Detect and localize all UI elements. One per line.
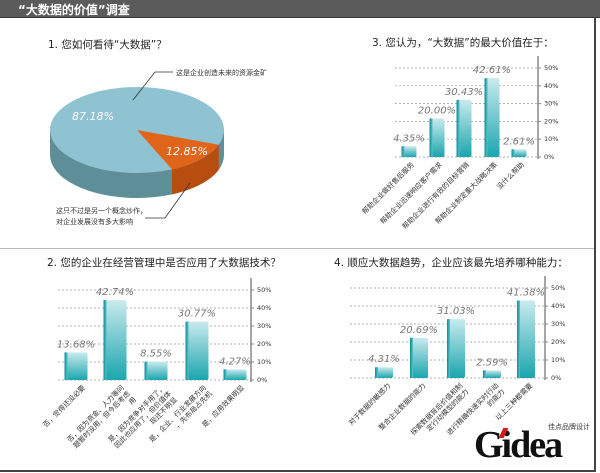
y-tick-label: 40% [544, 82, 558, 90]
y-tick-label: 10% [551, 356, 565, 364]
bar-value-label: 30.77% [178, 309, 216, 320]
pie-slice-label: 对企业发展没有多大影响 [56, 217, 133, 226]
bar-value-label: 42.61% [473, 65, 511, 76]
y-tick-label: 50% [257, 286, 271, 294]
x-category-label: 没什么帮助 [495, 160, 526, 191]
bar [103, 300, 127, 380]
bar [447, 319, 465, 378]
chart-title: 2. 您的企业在经营管理中是否应用了大数据技术？ [47, 256, 281, 269]
bar [410, 337, 428, 378]
y-tick-label: 20% [257, 340, 271, 348]
bar-value-label: 4.31% [368, 354, 400, 365]
logo-wordmark: Gidea [474, 424, 563, 466]
bar-value-label: 20.69% [400, 325, 438, 336]
bar-edge [401, 146, 405, 157]
y-tick-label: 0% [551, 374, 561, 382]
bar [223, 369, 247, 380]
pie-value-label: 12.85% [166, 145, 208, 158]
chart-title: 1. 您如何看待“大数据”？ [48, 38, 167, 51]
pie-slice-minor [137, 130, 219, 170]
bar-edge [144, 361, 148, 380]
bar [429, 118, 445, 157]
bar-value-label: 31.03% [437, 306, 475, 317]
bar [401, 146, 417, 157]
bar-value-label: 4.35% [393, 133, 425, 144]
y-tick-label: 30% [551, 320, 565, 328]
y-tick-label: 40% [551, 302, 565, 310]
bar-edge [447, 319, 450, 378]
y-tick-label: 50% [544, 64, 558, 72]
bar-value-label: 20.00% [418, 105, 456, 116]
bar-edge [410, 337, 413, 378]
x-category-label-line: 否，觉得还没必要 [41, 383, 87, 429]
pie-value-label: 87.18% [72, 110, 114, 123]
y-tick-label: 10% [257, 358, 271, 366]
pie-slice-label: 这是企业创造未来的资源金矿 [176, 68, 267, 77]
bar [64, 352, 88, 380]
bar-edge [223, 369, 227, 380]
bar [144, 361, 168, 380]
bar-edge [103, 300, 107, 380]
x-category-label: 帮助企业做好售后服务 [360, 160, 416, 216]
bar-value-label: 41.38% [507, 288, 545, 299]
chart-title: 3. 您认为，“大数据”的最大价值在于： [372, 36, 554, 49]
bar-edge [185, 321, 189, 380]
bar-value-label: 13.68% [57, 339, 95, 350]
bar-edge [517, 300, 520, 378]
bar-edge [483, 370, 486, 378]
bottom-border [0, 470, 596, 472]
bar-edge [429, 118, 433, 157]
bar [456, 99, 472, 157]
header-bar: “大数据的价值”调查 [0, 0, 600, 18]
bar-value-label: 42.74% [96, 287, 134, 298]
y-tick-label: 50% [551, 284, 565, 292]
x-category-label: 否，觉得还没必要 [41, 383, 87, 429]
x-category-label-line: 帮助企业做好售后服务 [360, 160, 416, 216]
pie-slice-label: 这只不过是另一个概念炒作， [56, 206, 147, 215]
right-border [594, 17, 596, 470]
x-category-label-line: 用 [127, 396, 138, 407]
y-tick-label: 30% [544, 100, 558, 108]
chart-title: 4. 顺应大数据趋势，企业应该最先培养哪种能力： [334, 256, 568, 269]
y-tick-label: 30% [257, 322, 271, 330]
bar [484, 78, 500, 157]
bar-edge [64, 352, 68, 380]
y-tick-label: 10% [544, 135, 558, 143]
leader-line [132, 71, 173, 101]
bar [375, 367, 393, 378]
bar-value-label: 4.27% [219, 356, 251, 367]
bar-value-label: 8.55% [140, 349, 172, 360]
pie-side-minor [172, 144, 219, 195]
bar-edge [375, 367, 378, 378]
bar [483, 370, 501, 378]
bar [517, 300, 535, 378]
y-tick-label: 0% [257, 376, 267, 384]
bar-edge [456, 99, 460, 157]
bar-value-label: 30.43% [445, 87, 483, 98]
bar-value-label: 2.59% [476, 357, 508, 368]
section-divider [0, 248, 594, 249]
bar [511, 149, 527, 157]
logo-subtitle: 佳点品牌设计 [548, 423, 590, 431]
gidea-logo: Gidea 佳点品牌设计 [474, 423, 592, 468]
bar-edge [511, 149, 515, 157]
page-title: “大数据的价值”调查 [18, 3, 130, 17]
bar [185, 321, 209, 380]
y-tick-label: 40% [257, 304, 271, 312]
bar-value-label: 2.61% [503, 136, 535, 147]
y-tick-label: 20% [544, 117, 558, 125]
leader-line [145, 182, 191, 219]
y-tick-label: 0% [544, 153, 554, 161]
y-tick-label: 20% [551, 338, 565, 346]
x-category-label-line: 没什么帮助 [495, 160, 526, 191]
bar-edge [484, 78, 488, 157]
